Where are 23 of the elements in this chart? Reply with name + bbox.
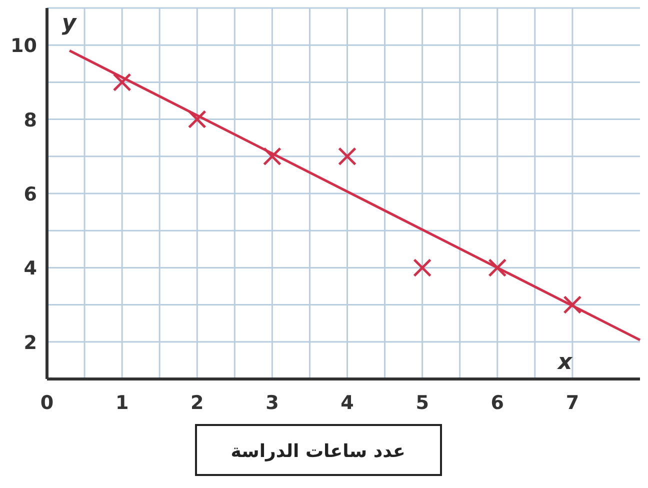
x-tick-label: 4 xyxy=(340,392,354,414)
point xyxy=(188,110,206,129)
y-tick-label: 2 xyxy=(24,332,37,354)
x-tick-label: 5 xyxy=(416,392,429,414)
x-tick-label: 2 xyxy=(190,392,204,414)
x-tick-label: 7 xyxy=(566,392,580,414)
y-tick-label: 8 xyxy=(24,109,37,132)
y-tick-label: 6 xyxy=(24,184,37,206)
point xyxy=(563,296,582,314)
point xyxy=(413,258,432,277)
y-tick-label: 10 xyxy=(10,35,37,58)
point xyxy=(488,258,507,277)
annotation: x xyxy=(556,350,573,375)
x-tick-label: 3 xyxy=(266,392,279,414)
x-tick-label: 6 xyxy=(490,392,504,414)
y-tick-label: 4 xyxy=(24,258,37,280)
point xyxy=(338,147,357,166)
x-axis-title: عدد ساعات الدراسة xyxy=(230,441,406,462)
x-tick-label: 0 xyxy=(40,392,54,414)
y-axis-title: y xyxy=(62,11,78,36)
point xyxy=(262,147,282,166)
point xyxy=(112,72,132,92)
x-tick-label: 1 xyxy=(115,392,129,414)
